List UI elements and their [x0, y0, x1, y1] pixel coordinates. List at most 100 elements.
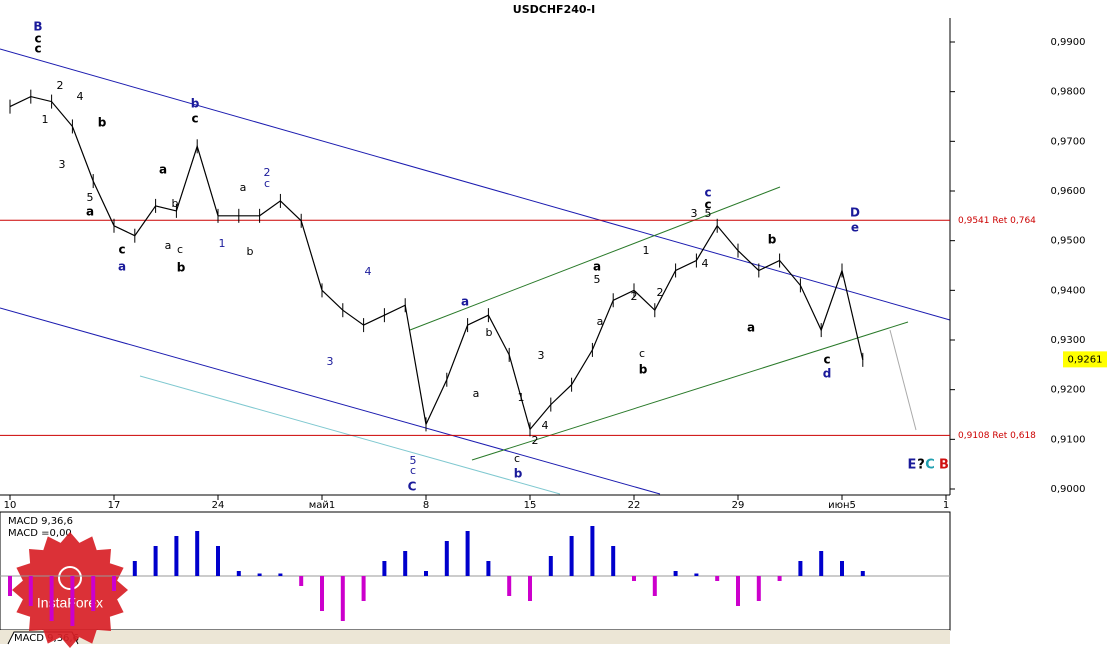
wave-label: b — [247, 245, 254, 258]
tab-bar — [0, 630, 950, 644]
wave-label: c — [177, 243, 183, 256]
wave-label: 2 — [57, 79, 64, 92]
wave-label: 1 — [518, 391, 525, 404]
macd-bar — [715, 576, 720, 581]
macd-bar — [860, 571, 865, 576]
wave-label: c — [264, 177, 270, 190]
wave-label: c — [191, 112, 198, 126]
wave-label: e — [851, 221, 859, 235]
macd-bar — [174, 536, 179, 576]
wave-label: c — [410, 464, 416, 477]
macd-bar — [424, 571, 428, 576]
wave-label: 1 — [42, 113, 49, 126]
x-tick-label: 24 — [212, 500, 225, 511]
macd-bar — [548, 556, 553, 576]
wave-label: c — [704, 186, 711, 200]
wave-label: c — [118, 243, 125, 257]
scenario-label: C — [925, 458, 935, 473]
macd-bar — [236, 571, 241, 576]
macd-bar — [340, 576, 345, 621]
wave-label: 5 — [594, 273, 601, 286]
wave-label: a — [165, 239, 172, 252]
macd-bar — [299, 576, 304, 586]
wave-label: 3 — [59, 158, 66, 171]
y-tick-label: 0,9000 — [1051, 484, 1086, 495]
macd-bar — [112, 576, 116, 591]
channel-line — [0, 307, 661, 495]
macd-bar — [840, 561, 844, 576]
x-tick-label: 22 — [628, 500, 641, 511]
wave-label: a — [118, 260, 126, 274]
wave-label: c — [34, 32, 41, 46]
wave-label: 5 — [410, 454, 417, 467]
wave-label: a — [240, 181, 247, 194]
wave-label: b — [191, 97, 200, 111]
macd-bar — [49, 576, 54, 621]
macd-bar — [278, 573, 283, 576]
macd-bar — [382, 561, 387, 576]
price-box — [1063, 351, 1107, 368]
wave-label: 1 — [643, 244, 650, 257]
x-tick-label: 10 — [4, 500, 17, 511]
wave-label: 2 — [264, 166, 271, 179]
macd-bar — [569, 536, 574, 576]
wave-label: b — [486, 326, 493, 339]
y-tick-label: 0,9900 — [1051, 37, 1086, 48]
wave-label: b — [639, 363, 648, 377]
macd-bar — [444, 541, 449, 576]
macd-bar — [736, 576, 740, 606]
macd-bar — [320, 576, 324, 611]
scenario-label: E — [908, 458, 917, 473]
wave-label: b — [177, 261, 186, 275]
wave-label: 3 — [538, 349, 545, 362]
y-tick-label: 0,9600 — [1051, 186, 1086, 197]
channel-line — [471, 321, 909, 461]
macd-bar — [70, 576, 75, 626]
macd-bar — [694, 573, 699, 576]
wave-label: 1 — [219, 237, 226, 250]
wave-label: 5 — [87, 191, 94, 204]
macd-bar — [507, 576, 512, 596]
wave-label: B — [33, 20, 42, 34]
wave-label: 3 — [691, 207, 698, 220]
wave-label: b — [514, 467, 523, 481]
y-tick-label: 0,9700 — [1051, 136, 1086, 147]
wave-label: 2 — [631, 290, 638, 303]
macd-bar — [403, 551, 408, 576]
wave-label: c — [34, 42, 41, 56]
macd-bar — [216, 546, 220, 576]
wave-label: D — [850, 206, 860, 220]
wave-label: 4 — [365, 265, 372, 278]
macd-bar — [652, 576, 657, 596]
price-label: 0,9261 — [1068, 354, 1103, 365]
macd-bar — [91, 576, 96, 611]
wave-label: c — [704, 198, 711, 212]
macd-bar — [361, 576, 366, 601]
macd-bar — [257, 573, 262, 576]
level-label: 0,9541 Ret 0,764 — [958, 216, 1036, 226]
wave-label: a — [159, 163, 167, 177]
macd-value: MACD =0,00 — [8, 528, 72, 539]
wave-label: a — [747, 321, 755, 335]
wave-label: 4 — [77, 90, 84, 103]
macd-bar — [611, 546, 616, 576]
x-tick-label: 1 — [943, 500, 949, 511]
macd-bar — [8, 576, 12, 596]
x-tick-label: июн5 — [828, 500, 856, 511]
channel-line — [409, 186, 781, 331]
wave-label: d — [823, 367, 832, 381]
macd-bar — [528, 576, 532, 601]
macd-bar — [465, 531, 470, 576]
y-tick-label: 0,9200 — [1051, 385, 1086, 396]
logo-icon — [58, 566, 82, 590]
macd-bar — [777, 576, 782, 581]
macd-bar — [590, 526, 595, 576]
wave-label: c — [823, 353, 830, 367]
x-tick-label: 8 — [423, 500, 429, 511]
wave-label: 5 — [705, 207, 712, 220]
wave-label: a — [473, 387, 480, 400]
macd-bar — [632, 576, 636, 581]
y-tick-label: 0,9300 — [1051, 335, 1086, 346]
y-tick-label: 0,9500 — [1051, 236, 1086, 247]
wave-label: b — [172, 197, 179, 210]
